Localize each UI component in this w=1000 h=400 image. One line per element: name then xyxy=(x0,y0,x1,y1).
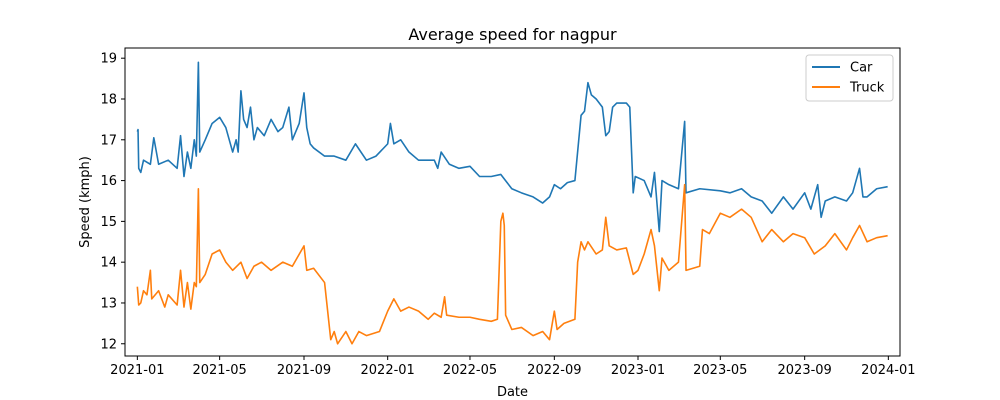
x-tick-label: 2021-09 xyxy=(277,363,331,378)
y-tick-label: 17 xyxy=(100,133,117,148)
x-tick-label: 2022-01 xyxy=(361,363,415,378)
y-tick-label: 19 xyxy=(100,52,117,67)
legend-label-truck: Truck xyxy=(849,81,885,96)
y-tick-label: 15 xyxy=(100,215,117,230)
legend: Car Truck xyxy=(805,54,894,102)
x-tick-label: 2022-09 xyxy=(527,363,581,378)
x-tick-label: 2023-01 xyxy=(611,363,665,378)
x-tick-label: 2021-01 xyxy=(110,363,164,378)
y-tick-label: 18 xyxy=(100,92,117,107)
y-tick-label: 16 xyxy=(100,174,117,189)
x-tick-label: 2023-09 xyxy=(778,363,832,378)
x-tick-label: 2021-05 xyxy=(192,363,246,378)
series-line-truck xyxy=(136,183,888,345)
y-tick-label: 13 xyxy=(100,296,117,311)
y-tick-label: 14 xyxy=(100,256,117,271)
axes-layer: 2021-01 2021-05 2021-09 2022-01 2022-05 2022-… xyxy=(100,52,915,378)
series-layer xyxy=(136,61,888,345)
series-line-car xyxy=(136,61,888,233)
y-tick-label: 12 xyxy=(100,337,117,352)
legend-label-car: Car xyxy=(850,61,873,76)
chart-title: Average speed for nagpur xyxy=(408,25,617,44)
x-tick-label: 2022-05 xyxy=(443,363,497,378)
x-axis-title: Date xyxy=(497,385,528,400)
plot-frame xyxy=(124,47,901,357)
x-tick-label: 2024-01 xyxy=(861,363,915,378)
y-axis-title: Speed (kmph) xyxy=(78,156,93,248)
x-tick-label: 2023-05 xyxy=(693,363,747,378)
